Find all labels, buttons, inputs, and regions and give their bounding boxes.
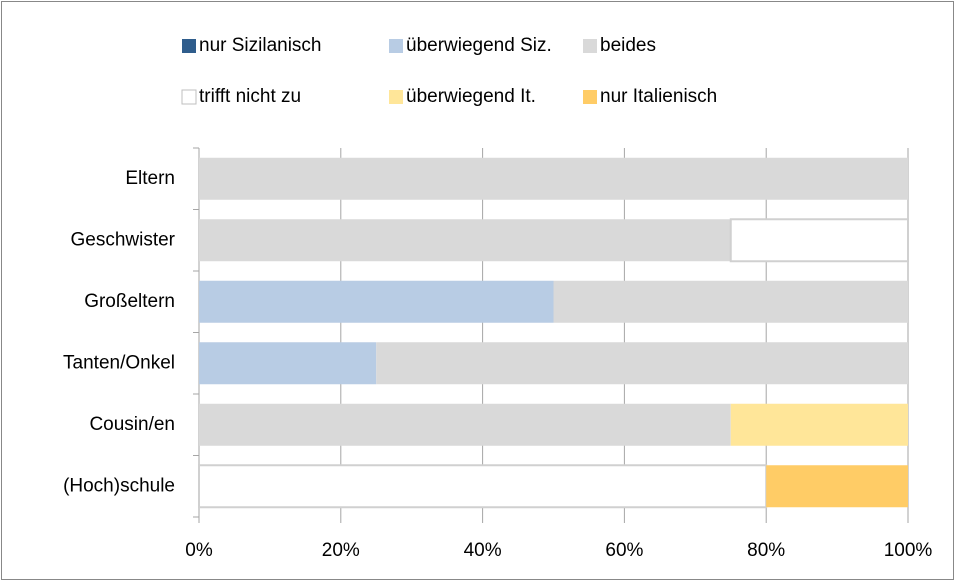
y-tick-label: Großeltern — [84, 291, 175, 312]
bar-segment — [199, 280, 554, 323]
y-tick-label: Tanten/Onkel — [63, 352, 175, 373]
bar-segment — [376, 342, 908, 385]
bar-segment — [199, 403, 731, 446]
x-tick-label: 40% — [464, 540, 502, 561]
legend-swatch — [182, 39, 196, 53]
legend-label: überwiegend It. — [406, 86, 536, 107]
bar-segment — [199, 157, 908, 200]
bar-segment — [729, 218, 909, 263]
x-tick-label: 0% — [185, 540, 213, 561]
x-tick-label: 100% — [884, 540, 933, 561]
x-tick-label: 80% — [747, 540, 785, 561]
y-tick-label: Geschwister — [70, 229, 175, 250]
legend-label: nur Sizilanisch — [199, 35, 322, 56]
legend-label: beides — [600, 35, 656, 56]
bar-segment — [199, 219, 731, 262]
x-tick-label: 20% — [322, 540, 360, 561]
bar-segment — [199, 342, 377, 385]
bar-segment — [766, 465, 908, 508]
bar-segment — [730, 403, 908, 446]
legend-label: überwiegend Siz. — [406, 35, 552, 56]
bar-segment — [553, 280, 908, 323]
legend-label: nur Italienisch — [600, 86, 717, 107]
bar-segment — [198, 464, 768, 509]
legend-swatch — [583, 39, 597, 53]
legend-swatch — [389, 39, 403, 53]
legend-swatch — [181, 89, 197, 105]
y-tick-label: Eltern — [125, 168, 175, 189]
legend-label: trifft nicht zu — [199, 86, 301, 107]
x-tick-label: 60% — [605, 540, 643, 561]
y-tick-label: Cousin/en — [89, 414, 175, 435]
legend-swatch — [389, 90, 403, 104]
y-tick-label: (Hoch)schule — [63, 475, 175, 496]
legend-swatch — [583, 90, 597, 104]
